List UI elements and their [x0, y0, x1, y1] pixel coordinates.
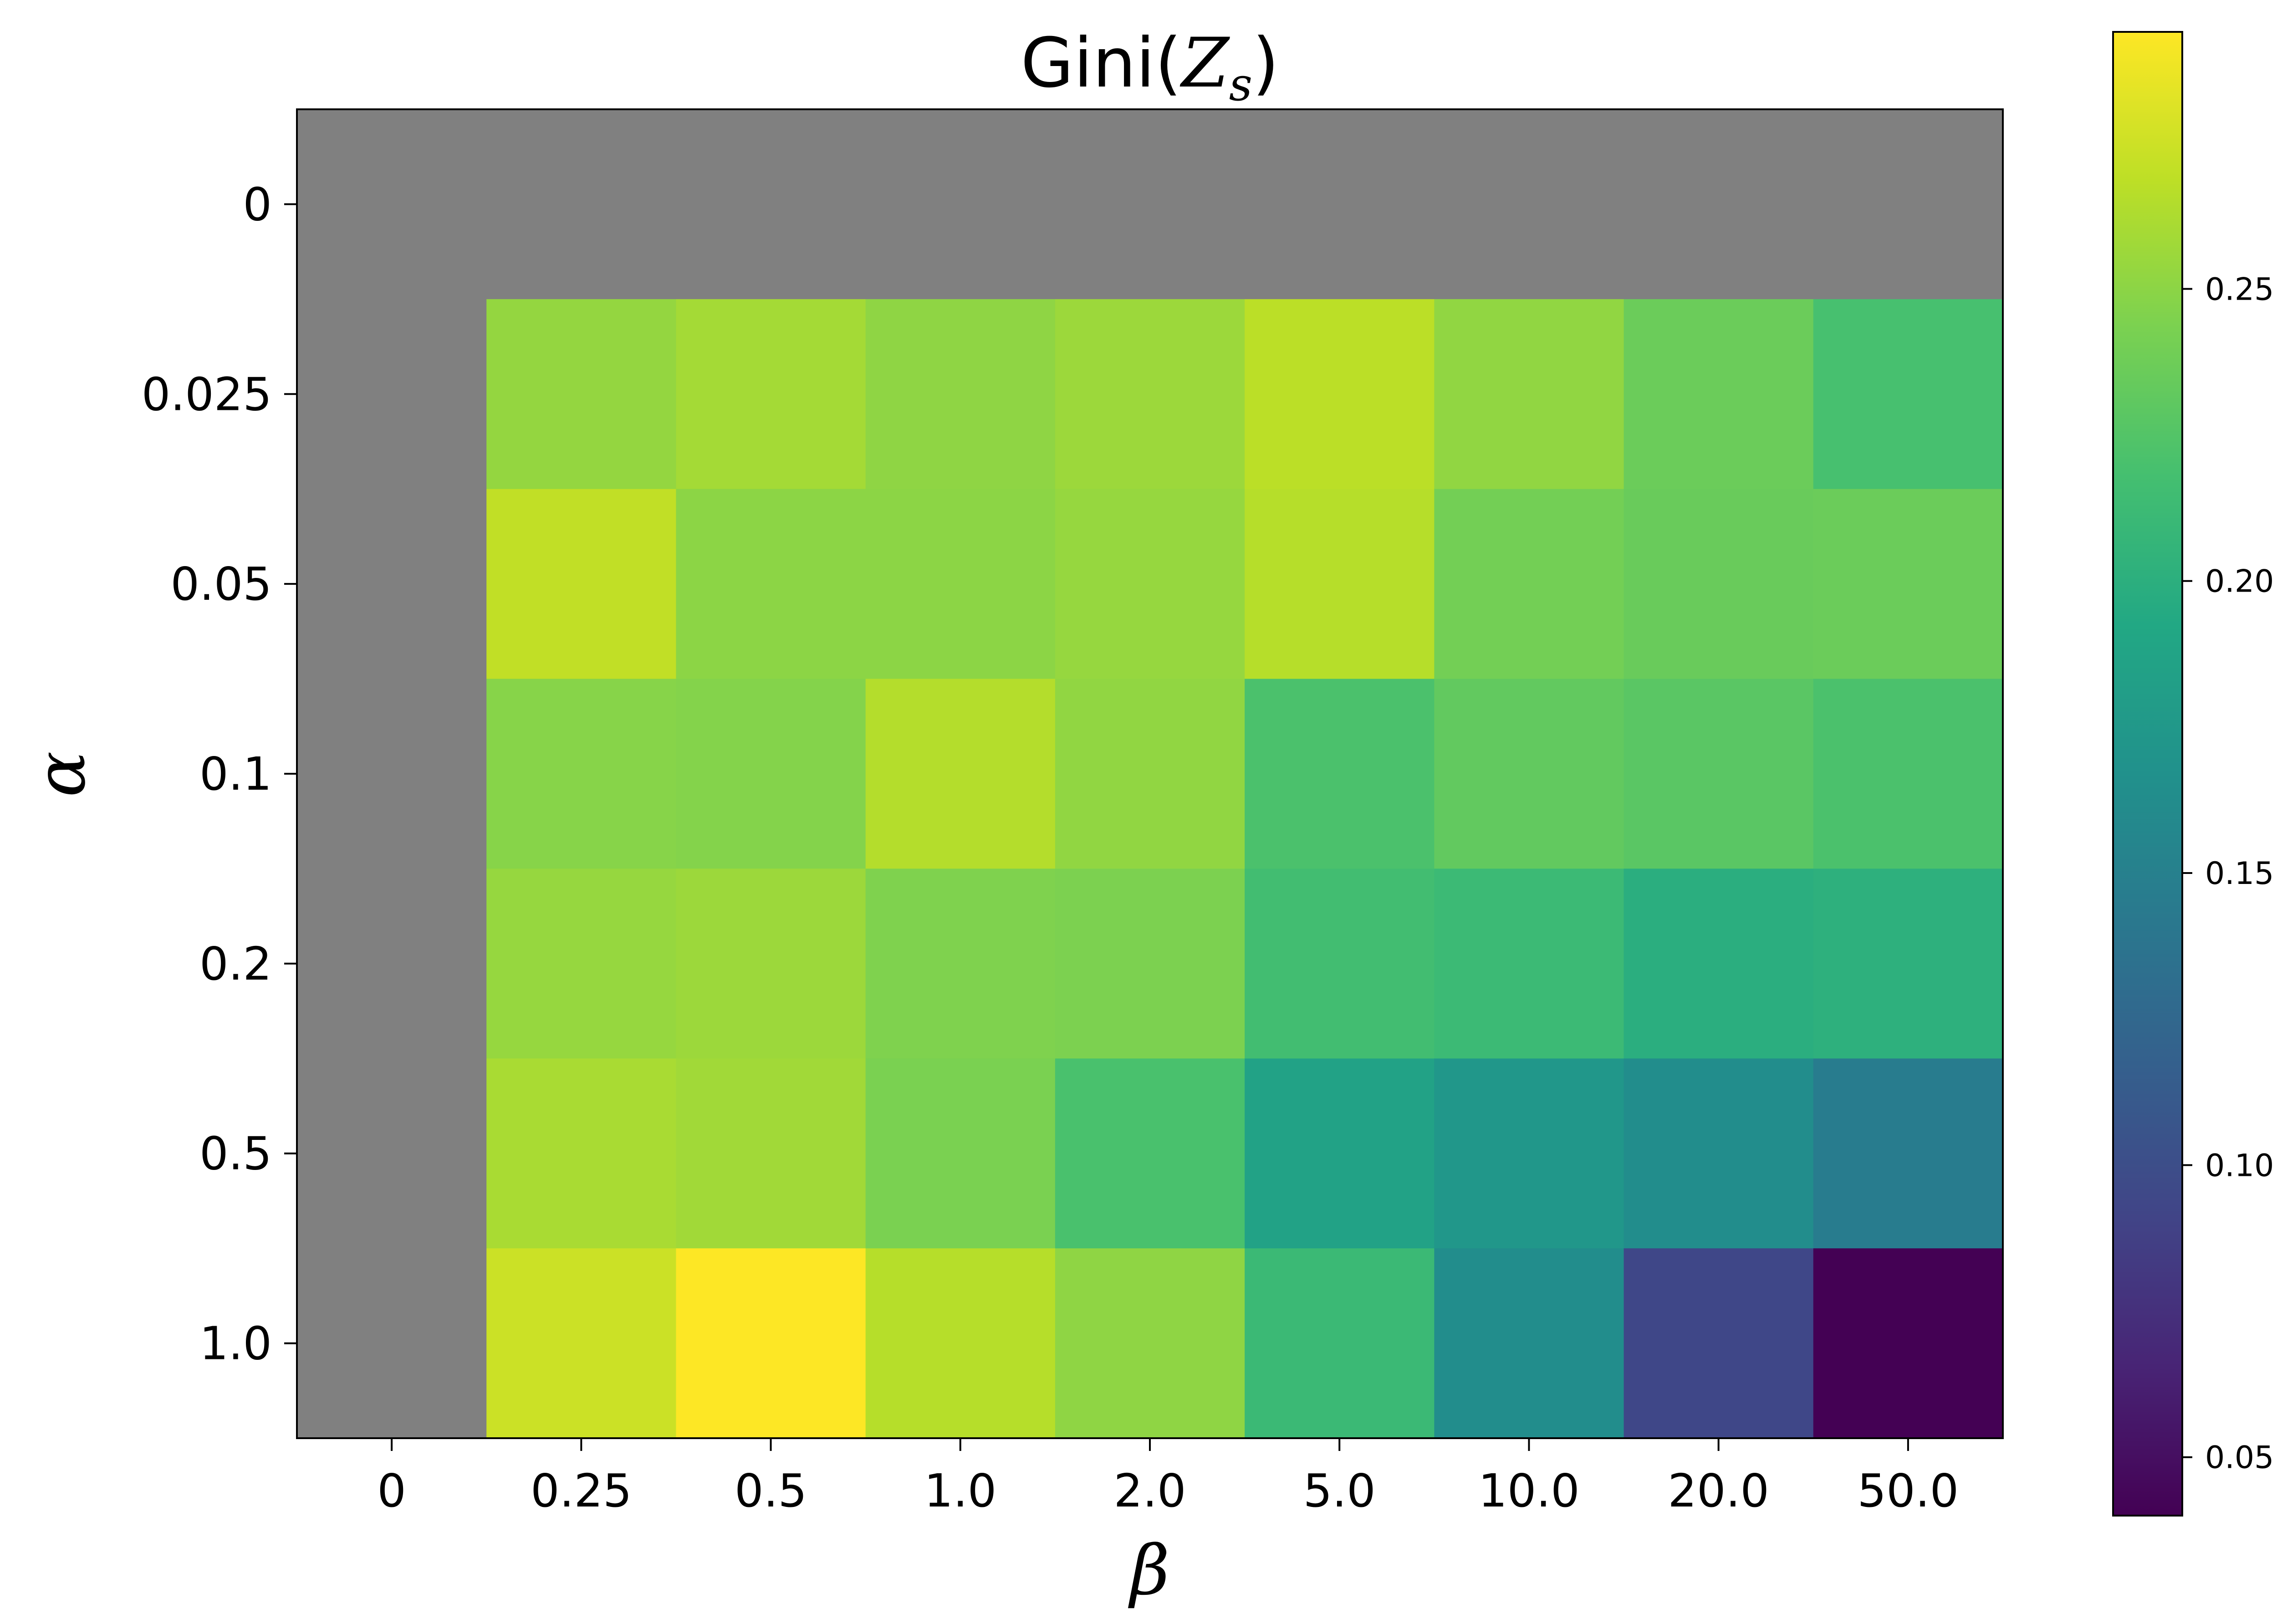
colorbar-tick-label: 0.10 — [2205, 1148, 2274, 1184]
heatmap-cell — [1434, 1248, 1624, 1439]
heatmap-cell — [1434, 299, 1624, 490]
heatmap-cell — [676, 679, 866, 869]
heatmap-cell — [1813, 109, 2003, 300]
heatmap-cell — [865, 489, 1056, 679]
heatmap-cell — [865, 109, 1056, 300]
x-tick-label: 10.0 — [1478, 1464, 1580, 1517]
x-tick-label: 50.0 — [1858, 1464, 1959, 1517]
chart-title: Gini(Zs) — [1021, 24, 1279, 111]
heatmap-cell — [1245, 109, 1435, 300]
heatmap-cell — [486, 868, 677, 1059]
heatmap-cell — [486, 489, 677, 679]
heatmap-cell — [865, 299, 1056, 490]
heatmap-cell — [1434, 109, 1624, 300]
heatmap-cell — [297, 109, 487, 300]
x-axis-ticks: 0 0.25 0.5 1.0 2.0 5.0 10.0 20.0 50.0 — [377, 1438, 1959, 1517]
heatmap-cell — [486, 679, 677, 869]
heatmap-cell — [1245, 1058, 1435, 1249]
x-tick-label: 1.0 — [924, 1464, 996, 1517]
heatmap-cell — [297, 1058, 487, 1249]
heatmap-cell — [1624, 299, 1814, 490]
heatmap-cell — [1434, 489, 1624, 679]
heatmap-cell — [865, 868, 1056, 1059]
y-tick-label: 0.05 — [170, 557, 272, 611]
x-tick-label: 20.0 — [1668, 1464, 1769, 1517]
heatmap-cell — [676, 1248, 866, 1439]
y-axis-ticks: 0 0.025 0.05 0.1 0.2 0.5 1.0 — [142, 178, 297, 1370]
y-tick-label: 0 — [243, 178, 272, 231]
heatmap-cell — [1055, 1058, 1245, 1249]
heatmap-cell — [1245, 868, 1435, 1059]
heatmap-cell — [297, 868, 487, 1059]
colorbar-ticks: 0.05 0.10 0.15 0.20 0.25 — [2182, 271, 2274, 1476]
heatmap-cell — [1813, 489, 2003, 679]
x-axis-label: β — [1128, 1531, 1170, 1610]
heatmap-cell — [1813, 1058, 2003, 1249]
heatmap-cell — [1624, 868, 1814, 1059]
x-tick-label: 2.0 — [1113, 1464, 1186, 1517]
y-tick-label: 1.0 — [199, 1317, 272, 1370]
heatmap-cell — [486, 1058, 677, 1249]
heatmap-cell — [1055, 299, 1245, 490]
heatmap-cell — [486, 109, 677, 300]
heatmap-cell — [486, 299, 677, 490]
heatmap-cell — [1813, 299, 2003, 490]
heatmap-cell — [1055, 1248, 1245, 1439]
heatmap-cell — [486, 1248, 677, 1439]
heatmap-cell — [1245, 489, 1435, 679]
heatmap-cell — [676, 868, 866, 1059]
heatmap-cell — [1813, 1248, 2003, 1439]
heatmap-cell — [297, 1248, 487, 1439]
y-tick-label: 0.1 — [199, 747, 272, 801]
heatmap-cell — [1624, 489, 1814, 679]
heatmap-cell — [1624, 1058, 1814, 1249]
y-tick-label: 0.5 — [199, 1127, 272, 1180]
heatmap-cell — [676, 109, 866, 300]
colorbar — [2112, 31, 2183, 1517]
heatmap-cell — [1434, 679, 1624, 869]
heatmap-cell — [865, 1058, 1056, 1249]
x-tick-label: 5.0 — [1303, 1464, 1376, 1517]
heatmap-cell — [676, 489, 866, 679]
heatmap-cell — [297, 299, 487, 490]
colorbar-tick-label: 0.05 — [2205, 1440, 2274, 1476]
heatmap-cell — [1434, 1058, 1624, 1249]
heatmap-cell — [865, 1248, 1056, 1439]
heatmap-cell — [865, 679, 1056, 869]
heatmap-cell — [1245, 679, 1435, 869]
heatmap-cell — [1624, 679, 1814, 869]
y-tick-label: 0.025 — [142, 368, 272, 421]
colorbar-tick-label: 0.15 — [2205, 856, 2274, 892]
heatmap-cell — [676, 299, 866, 490]
heatmap-cell — [1055, 489, 1245, 679]
heatmap-cell — [1055, 868, 1245, 1059]
heatmap-cells — [297, 109, 2003, 1439]
heatmap-cell — [1055, 679, 1245, 869]
y-axis-label: α — [21, 751, 101, 797]
heatmap-cell — [297, 679, 487, 869]
heatmap-cell — [1434, 868, 1624, 1059]
y-tick-label: 0.2 — [199, 937, 272, 991]
heatmap-cell — [1624, 109, 1814, 300]
heatmap-cell — [1055, 109, 1245, 300]
x-tick-label: 0.5 — [735, 1464, 807, 1517]
x-tick-label: 0.25 — [531, 1464, 632, 1517]
colorbar-tick-label: 0.25 — [2205, 271, 2274, 307]
heatmap-cell — [1245, 1248, 1435, 1439]
heatmap-cell — [1245, 299, 1435, 490]
heatmap-cell — [1624, 1248, 1814, 1439]
heatmap-cell — [1813, 868, 2003, 1059]
heatmap-cell — [1813, 679, 2003, 869]
x-tick-label: 0 — [377, 1464, 406, 1517]
heatmap-cell — [297, 489, 487, 679]
colorbar-tick-label: 0.20 — [2205, 564, 2274, 600]
heatmap-cell — [676, 1058, 866, 1249]
